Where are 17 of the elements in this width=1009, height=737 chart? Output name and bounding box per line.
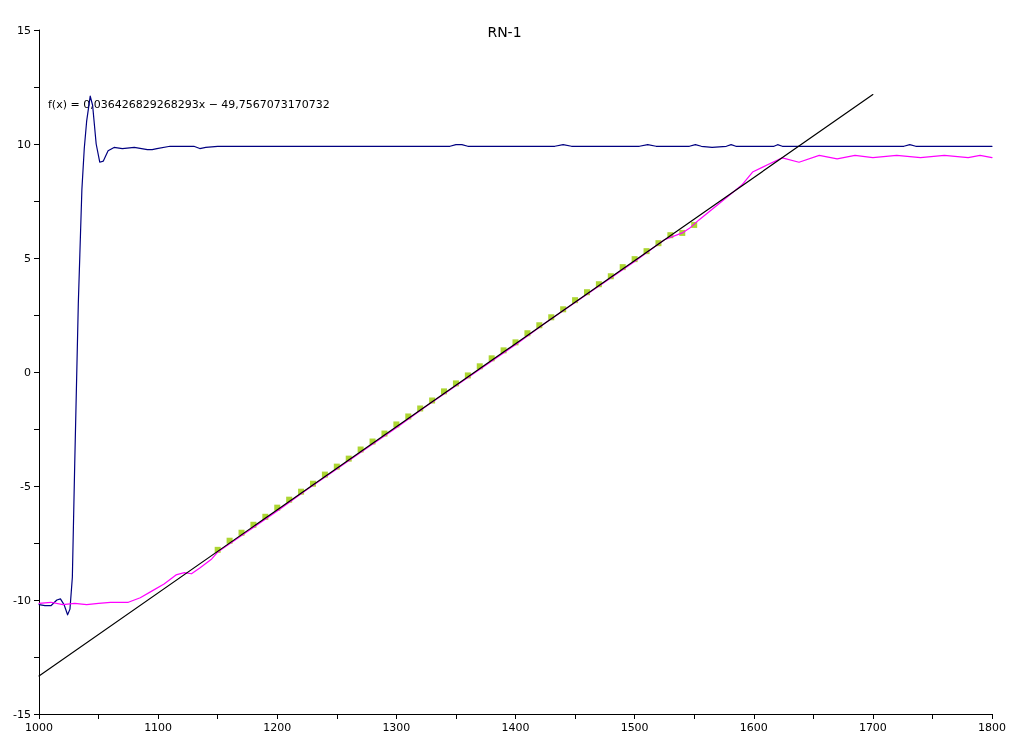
y-tick-label: 0 xyxy=(24,365,31,379)
y-tick-label: 5 xyxy=(24,251,31,265)
y-tick-label: -10 xyxy=(13,593,31,607)
y-tick-label: -15 xyxy=(13,707,31,721)
x-tick-label: 1700 xyxy=(858,721,887,734)
x-tick-label: 1100 xyxy=(144,721,173,734)
chart-title: RN-1 xyxy=(487,24,522,40)
x-tick-label: 1300 xyxy=(382,721,411,734)
x-tick-label: 1000 xyxy=(25,721,53,734)
x-tick-label: 1500 xyxy=(620,721,649,734)
y-tick-label: 15 xyxy=(17,23,31,37)
x-tick-label: 1400 xyxy=(501,721,530,734)
x-tick-label: 1200 xyxy=(263,721,292,734)
y-tick-label: -5 xyxy=(20,479,31,493)
y-tick-label: 10 xyxy=(17,137,31,151)
x-tick-label: 1600 xyxy=(739,721,768,734)
x-tick-label: 1800 xyxy=(978,721,1006,734)
